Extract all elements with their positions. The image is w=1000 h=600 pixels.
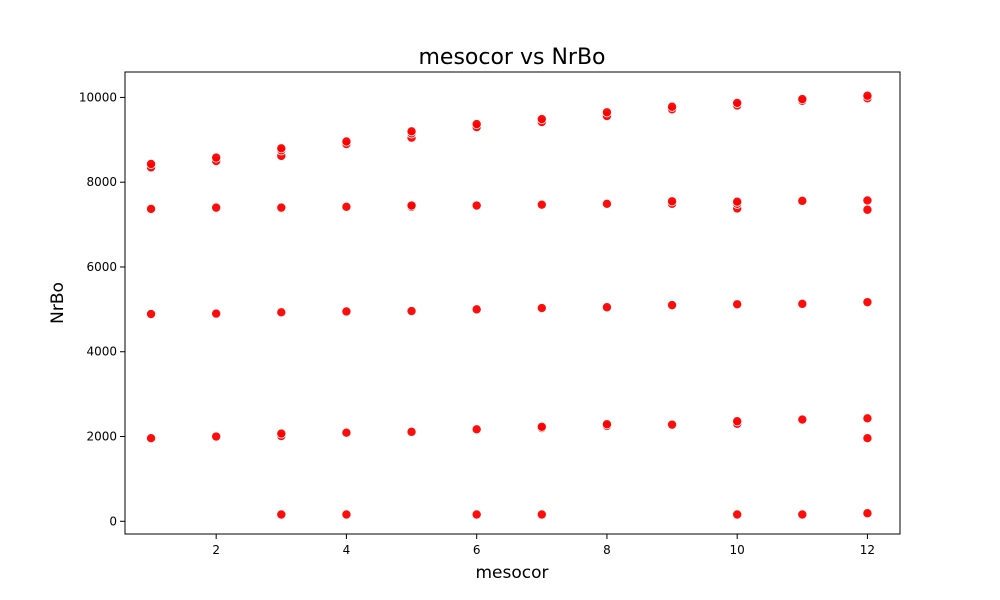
- y-tick-label: 6000: [86, 260, 117, 274]
- scatter-point: [862, 433, 873, 444]
- scatter-point: [406, 126, 417, 137]
- scatter-point: [276, 428, 287, 439]
- scatter-point: [406, 426, 417, 437]
- scatter-point: [211, 152, 222, 163]
- scatter-point: [862, 90, 873, 101]
- scatter-point: [862, 413, 873, 424]
- scatter-point: [536, 421, 547, 432]
- scatter-point: [667, 300, 678, 311]
- scatter-point: [211, 202, 222, 213]
- scatter-point: [146, 203, 157, 214]
- x-axis-title: mesocor: [475, 563, 548, 583]
- scatter-point: [211, 431, 222, 442]
- scatter-point: [732, 509, 743, 520]
- scatter-point: [601, 107, 612, 118]
- scatter-point: [276, 202, 287, 213]
- scatter-point: [797, 94, 808, 105]
- scatter-point: [276, 307, 287, 318]
- scatter-point: [146, 433, 157, 444]
- scatter-point: [471, 304, 482, 315]
- y-tick-label: 10000: [79, 90, 117, 104]
- x-tick-label: 6: [473, 543, 481, 557]
- x-tick-label: 8: [603, 543, 611, 557]
- scatter-point: [797, 414, 808, 425]
- scatter-point: [536, 303, 547, 314]
- x-tick-label: 4: [343, 543, 351, 557]
- scatter-point: [406, 306, 417, 317]
- scatter-point: [667, 101, 678, 112]
- scatter-point: [667, 196, 678, 207]
- scatter-point: [732, 416, 743, 427]
- scatter-point: [536, 509, 547, 520]
- scatter-point: [471, 424, 482, 435]
- scatter-point: [536, 199, 547, 210]
- y-tick-label: 2000: [86, 430, 117, 444]
- data-points: [146, 90, 873, 520]
- scatter-point: [601, 419, 612, 430]
- scatter-point: [406, 200, 417, 211]
- scatter-point: [601, 302, 612, 313]
- scatter-point: [797, 509, 808, 520]
- x-tick-label: 12: [860, 543, 875, 557]
- scatter-point: [862, 195, 873, 206]
- scatter-point: [276, 143, 287, 154]
- y-tick-label: 4000: [86, 345, 117, 359]
- x-tick-label: 2: [212, 543, 220, 557]
- scatter-point: [862, 508, 873, 519]
- scatter-point: [471, 119, 482, 130]
- scatter-point: [601, 198, 612, 209]
- scatter-point: [471, 200, 482, 211]
- scatter-point: [797, 298, 808, 309]
- scatter-point: [536, 114, 547, 125]
- scatter-point: [732, 97, 743, 108]
- scatter-point: [341, 136, 352, 147]
- scatter-point: [862, 204, 873, 215]
- scatter-point: [341, 427, 352, 438]
- x-tick-label: 10: [730, 543, 745, 557]
- scatter-point: [471, 509, 482, 520]
- x-axis: 2 4 6 8 10 12: [212, 534, 875, 557]
- scatter-point: [211, 308, 222, 319]
- scatter-point: [276, 509, 287, 520]
- scatter-point: [341, 306, 352, 317]
- scatter-point: [341, 509, 352, 520]
- scatter-point: [341, 201, 352, 212]
- scatter-point: [146, 309, 157, 320]
- scatter-point: [862, 297, 873, 308]
- y-tick-label: 8000: [86, 175, 117, 189]
- y-axis: 0 2000 4000 6000 8000 10000: [79, 90, 125, 528]
- chart-title: mesocor vs NrBo: [418, 45, 605, 70]
- scatter-point: [146, 158, 157, 169]
- scatter-point: [732, 196, 743, 207]
- y-axis-title: NrBo: [48, 282, 68, 324]
- scatter-point: [667, 419, 678, 430]
- scatter-point: [732, 299, 743, 310]
- y-tick-label: 0: [109, 514, 117, 528]
- plot-area-frame: [124, 71, 901, 535]
- scatter-point: [797, 195, 808, 206]
